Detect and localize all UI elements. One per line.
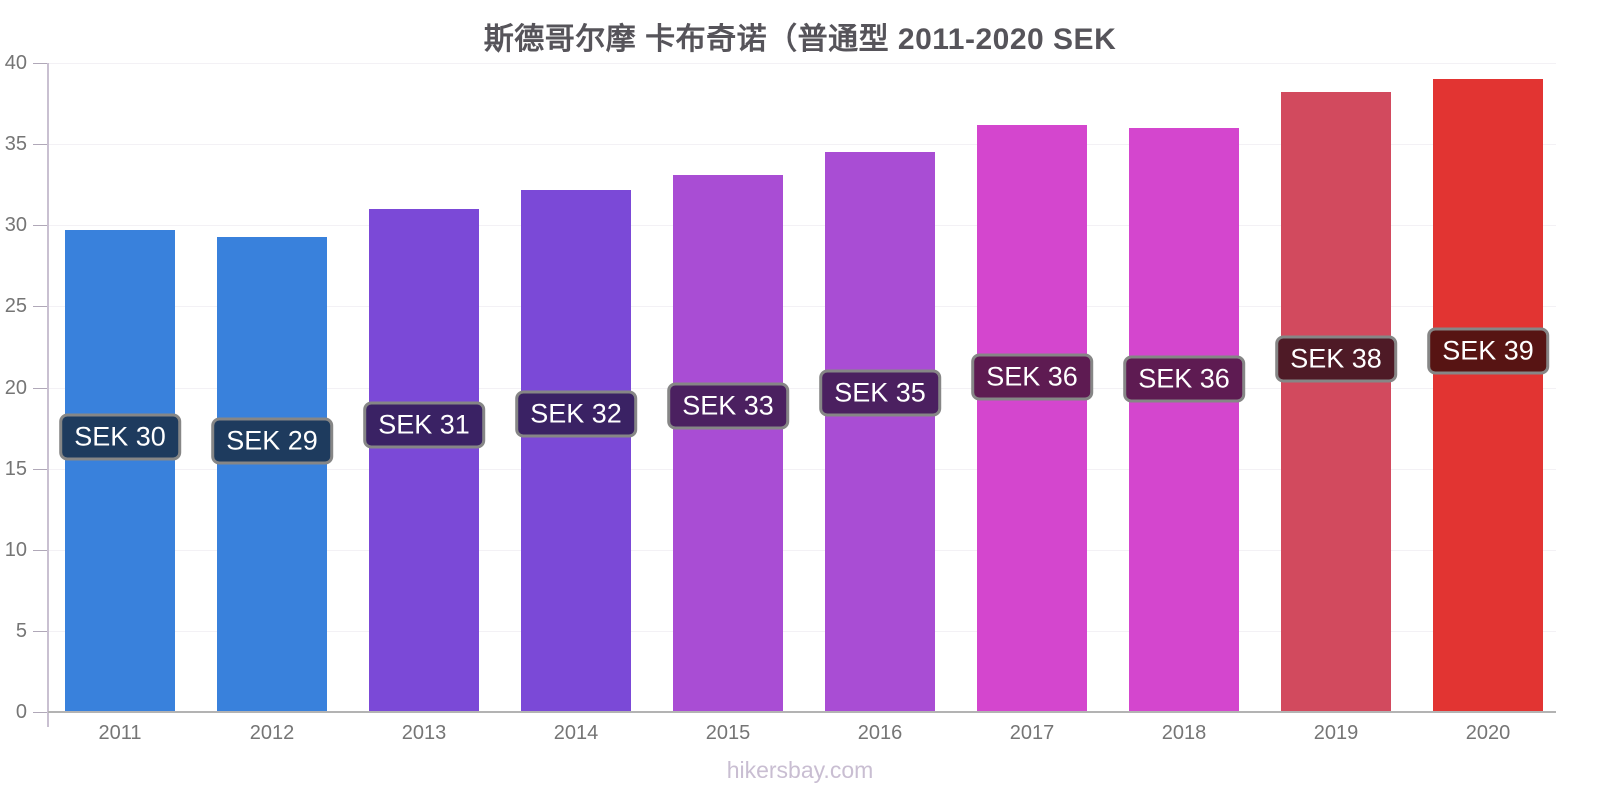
y-tick-label-35: 35 <box>4 133 27 156</box>
x-axis-baseline <box>48 711 1556 713</box>
bar-2012[interactable] <box>217 236 327 712</box>
bar-2018[interactable] <box>1129 127 1239 712</box>
x-tick-label-2011: 2011 <box>98 722 142 744</box>
bar-value-label-2015: SEK 33 <box>667 382 789 430</box>
x-tick-label-2014: 2014 <box>553 722 599 744</box>
gridline-20 <box>48 387 1556 389</box>
y-tick-label-10: 10 <box>4 538 27 561</box>
bar-2019[interactable] <box>1281 92 1391 712</box>
gridline-5 <box>48 630 1556 632</box>
y-tick-mark-40 <box>33 63 48 64</box>
bar-2016[interactable] <box>825 152 935 712</box>
bar-value-label-2012: SEK 29 <box>211 417 333 465</box>
y-tick-label-0: 0 <box>15 701 27 723</box>
x-tick-label-2012: 2012 <box>249 722 295 744</box>
x-tick-label-2016: 2016 <box>857 722 903 744</box>
y-tick-label-20: 20 <box>4 376 27 399</box>
bar-value-label-2018: SEK 36 <box>1123 355 1245 403</box>
x-tick-label-2020: 2020 <box>1465 722 1511 744</box>
bar-value-label-2011: SEK 30 <box>59 413 181 461</box>
bar-2020[interactable] <box>1433 79 1543 712</box>
y-axis-line <box>47 63 49 727</box>
bar-2014[interactable] <box>521 189 631 712</box>
y-tick-mark-25 <box>33 306 48 308</box>
bar-2017[interactable] <box>977 124 1087 712</box>
bar-value-label-2013: SEK 31 <box>363 401 485 449</box>
bar-value-label-2016: SEK 35 <box>819 369 941 417</box>
x-tick-label-2019: 2019 <box>1313 722 1359 744</box>
y-tick-label-40: 40 <box>4 52 27 74</box>
gridline-40 <box>48 63 1556 64</box>
y-tick-label-15: 15 <box>4 457 27 480</box>
y-tick-label-30: 30 <box>4 214 27 237</box>
y-tick-label-5: 5 <box>15 619 27 642</box>
bar-2011[interactable] <box>65 230 175 712</box>
chart-title: 斯德哥尔摩 卡布奇诺（普通型 2011-2020 SEK <box>483 23 1117 56</box>
watermark-hikersbay: hikersbay.com <box>726 757 874 783</box>
bar-2015[interactable] <box>673 174 783 712</box>
bar-2013[interactable] <box>369 209 479 712</box>
y-tick-mark-5 <box>33 630 48 632</box>
x-tick-label-2018: 2018 <box>1161 722 1207 744</box>
y-tick-mark-35 <box>33 144 48 146</box>
x-tick-label-2013: 2013 <box>401 722 447 744</box>
y-tick-mark-30 <box>33 225 48 227</box>
y-tick-label-25: 25 <box>4 295 27 318</box>
bar-value-label-2019: SEK 38 <box>1275 335 1397 383</box>
gridline-30 <box>48 225 1556 227</box>
bar-value-label-2020: SEK 39 <box>1427 327 1549 375</box>
gridline-35 <box>48 144 1556 146</box>
x-tick-label-2015: 2015 <box>705 722 751 744</box>
gridline-10 <box>48 549 1556 551</box>
gridline-15 <box>48 468 1556 470</box>
y-tick-mark-15 <box>33 468 48 470</box>
x-tick-label-2017: 2017 <box>1009 722 1055 744</box>
y-tick-mark-0 <box>33 712 48 713</box>
bar-value-label-2014: SEK 32 <box>515 390 637 438</box>
y-tick-mark-10 <box>33 549 48 551</box>
bar-value-label-2017: SEK 36 <box>971 353 1093 401</box>
y-tick-mark-20 <box>33 387 48 389</box>
gridline-25 <box>48 306 1556 308</box>
